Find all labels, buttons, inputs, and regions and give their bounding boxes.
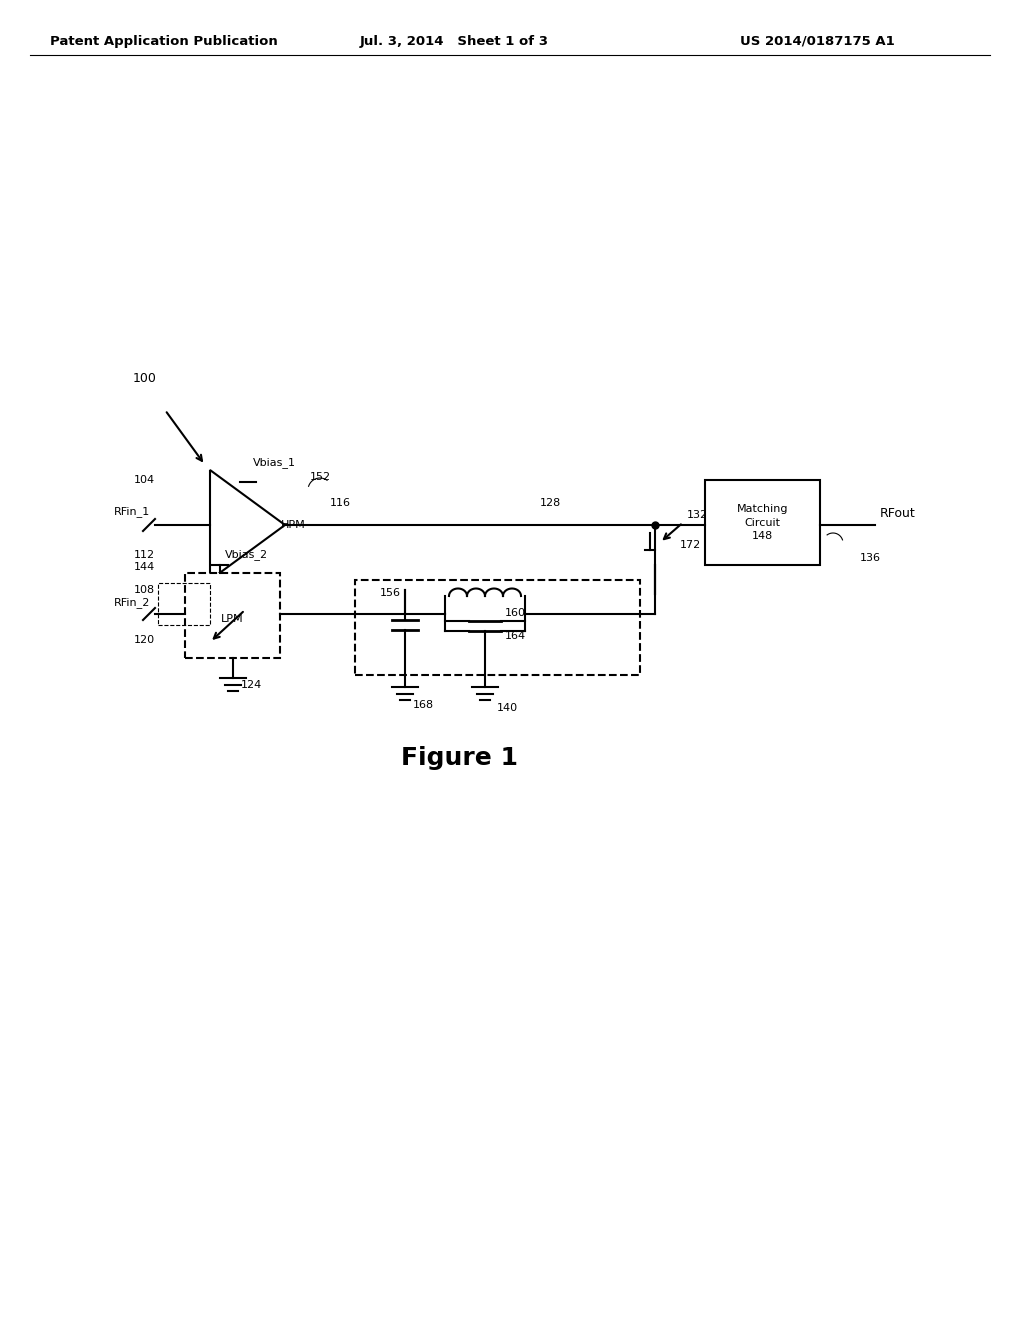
- Text: Matching
Circuit
148: Matching Circuit 148: [736, 504, 788, 541]
- Bar: [355, 579, 640, 675]
- Bar: [705, 480, 820, 565]
- Text: RFout: RFout: [880, 507, 915, 520]
- Text: 116: 116: [330, 498, 351, 508]
- Text: RFin_2: RFin_2: [114, 597, 150, 609]
- Text: Jul. 3, 2014   Sheet 1 of 3: Jul. 3, 2014 Sheet 1 of 3: [360, 36, 549, 48]
- Text: 152: 152: [310, 473, 331, 482]
- Polygon shape: [210, 470, 285, 579]
- Text: 164: 164: [505, 631, 526, 642]
- Text: 144: 144: [134, 562, 155, 572]
- Text: 120: 120: [134, 635, 155, 645]
- Text: Vbias_1: Vbias_1: [253, 457, 296, 469]
- Text: Figure 1: Figure 1: [401, 746, 518, 770]
- Text: 136: 136: [860, 553, 881, 564]
- Text: 112: 112: [134, 550, 155, 560]
- Text: 172: 172: [680, 540, 701, 549]
- Text: US 2014/0187175 A1: US 2014/0187175 A1: [740, 36, 895, 48]
- Text: RFin_1: RFin_1: [114, 506, 150, 517]
- Text: 100: 100: [133, 372, 157, 385]
- Text: 160: 160: [505, 609, 526, 618]
- Text: 108: 108: [134, 585, 155, 595]
- Text: 132: 132: [687, 510, 709, 520]
- Text: Patent Application Publication: Patent Application Publication: [50, 36, 278, 48]
- Text: 124: 124: [241, 680, 262, 690]
- Text: 156: 156: [380, 587, 401, 598]
- Bar: [185, 573, 280, 657]
- Bar: [158, 583, 210, 624]
- Text: HPM: HPM: [281, 520, 306, 531]
- Text: 140: 140: [497, 704, 518, 713]
- Text: 104: 104: [134, 475, 155, 484]
- Text: LPM: LPM: [221, 615, 244, 624]
- Text: 168: 168: [413, 700, 434, 710]
- Text: Vbias_2: Vbias_2: [225, 549, 268, 560]
- Text: 128: 128: [540, 498, 561, 508]
